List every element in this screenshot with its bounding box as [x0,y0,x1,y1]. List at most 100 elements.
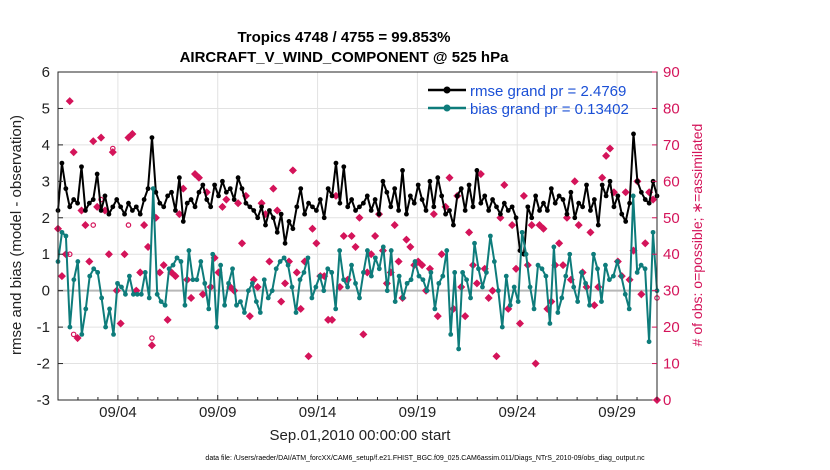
bias-point [75,259,81,264]
obs-assimilated-marker [187,293,196,302]
x-tick-label: 09/24 [498,404,536,421]
obs-assimilated-marker [590,301,599,310]
obs-assimilated-marker [237,239,247,248]
bias-point [579,270,585,275]
rmse-point [63,186,69,192]
obs-assimilated-marker [339,231,348,241]
bias-point [587,302,592,308]
obs-assimilated-marker [265,257,274,266]
rmse-point [231,197,237,202]
obs-possible-marker [149,335,155,341]
obs-possible-marker [125,222,132,228]
rmse-point [176,175,182,181]
rmse-point [247,204,253,210]
obs-assimilated-marker [390,221,399,230]
bias-point [464,277,469,283]
rmse-point [635,178,640,184]
bias-point [249,280,255,286]
rmse-point [333,160,339,166]
rmse-point [196,189,202,195]
bias-point [484,270,489,275]
bias-point [349,262,354,268]
bias-point [238,299,243,304]
x-axis-ticks: 09/04 09/09 09/14 09/19 09/24 09/29 [57,395,658,421]
rmse-point [71,197,77,202]
bias-point [190,277,196,283]
rmse-point [180,219,186,224]
obs-assimilated-marker [559,261,568,270]
bias-point [309,295,315,301]
bias-point [357,295,362,301]
rmse-point [353,208,358,213]
obs-assimilated-marker [351,242,360,251]
y-tick-label: -3 [37,392,50,409]
bias-point [150,186,156,192]
bias-point [234,302,239,308]
rmse-point [106,211,112,217]
rmse-point [302,211,308,217]
obs-assimilated-marker [465,228,474,237]
legend-bias-label: bias grand pr = 0.13402 [470,101,629,118]
data-file-annotation: data file: /Users/raeder/DAI/ATM_forcXX/… [205,455,645,462]
grid [58,71,657,401]
rmse-point [298,186,304,192]
rmse-point [509,204,515,210]
rmse-point [294,204,300,210]
rmse-point [220,178,225,184]
rmse-point [94,171,100,177]
bias-point [123,291,128,297]
bias-point [289,284,295,290]
rmse-point [501,200,507,206]
obs-assimilated-marker [476,170,485,179]
rmse-point [59,160,65,166]
rmse-point [611,204,617,210]
bias-point [416,273,422,279]
rmse-point [638,189,644,195]
obs-assimilated-marker [312,239,321,248]
rmse-point [486,208,492,213]
legend-rmse-label: rmse grand pr = 2.4769 [470,83,626,100]
bias-point [341,277,347,283]
rmse-point [548,186,554,192]
obs-assimilated-marker [89,137,98,146]
rmse-point [607,178,613,184]
bias-point [107,306,112,312]
rmse-point [388,204,394,210]
bias-point [365,248,370,253]
bias-point [603,262,608,268]
obs-assimilated-marker [73,334,82,343]
rmse-point [321,215,327,221]
rmse-point [200,182,206,188]
obs-assimilated-marker [527,221,536,230]
bias-point [218,262,224,268]
bias-point [162,302,168,308]
obs-assimilated-marker [304,352,313,361]
obs-assimilated-marker [296,304,305,313]
bias-point [79,332,85,337]
bias-point [198,259,204,264]
y-axis-label: rmse and bias (model - observation) [8,115,25,355]
x-axis-label: Sep.01,2010 00:00:00 start [270,427,452,444]
obs-assimilated-marker [104,250,113,259]
rmse-point [631,131,636,137]
bias-point [59,229,65,235]
rmse-point [67,204,73,210]
bias-point [527,284,533,290]
bias-point [281,255,287,261]
y-right-tick-label: 10 [663,356,680,373]
rmse-point [564,211,570,217]
rmse-point [110,204,116,210]
rmse-point [623,219,629,224]
obs-assimilated-marker [136,268,145,277]
rmse-point [235,175,241,181]
bias-point [491,259,497,264]
rmse-point [329,193,335,199]
obs-assimilated-marker [496,213,505,222]
rmse-point [619,211,625,217]
rmse-point [407,193,413,199]
rmse-point [525,204,531,210]
obs-assimilated-marker [472,279,481,288]
obs-assimilated-marker [641,239,650,248]
rmse-point [286,219,292,224]
